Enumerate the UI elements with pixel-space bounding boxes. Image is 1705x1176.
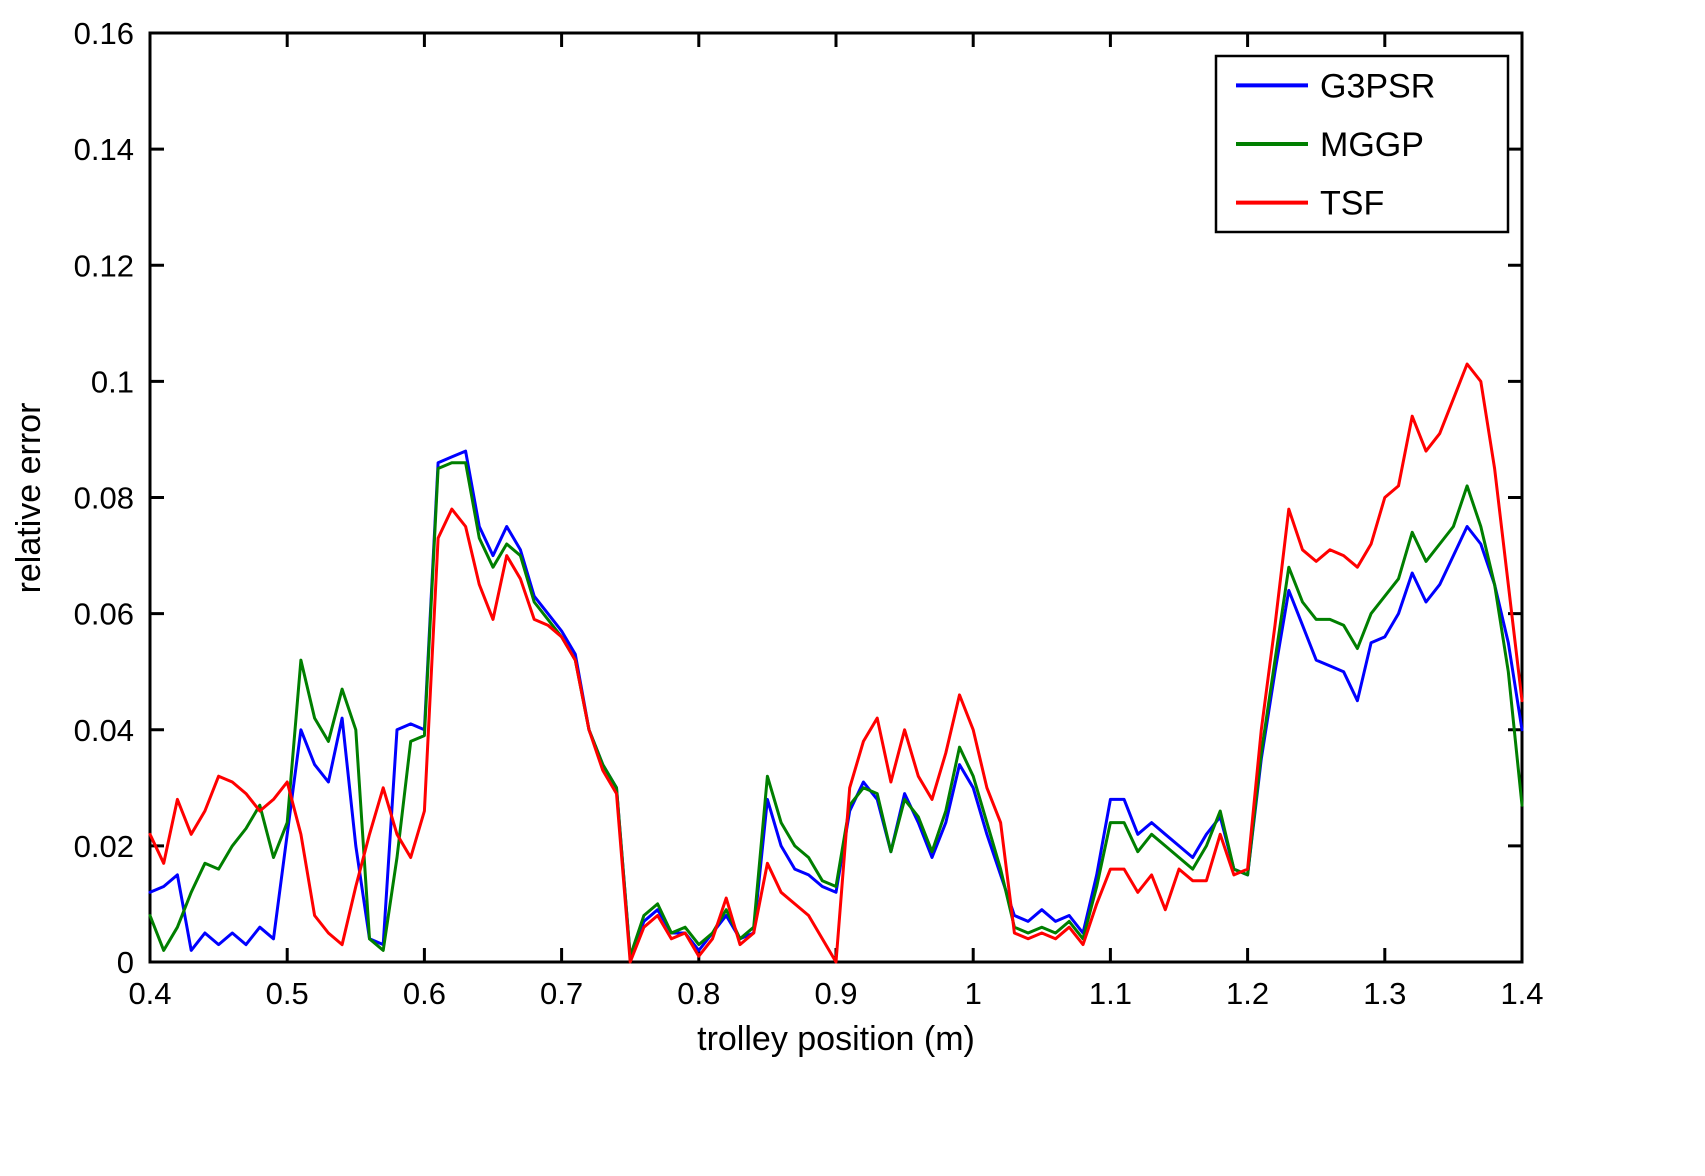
legend: G3PSR MGGP TSF bbox=[1214, 54, 1510, 234]
x-tick-label: 0.8 bbox=[677, 976, 720, 1011]
legend-label-tsf: TSF bbox=[1320, 185, 1384, 223]
x-tick-label: 1.3 bbox=[1363, 976, 1406, 1011]
x-tick-label: 0.6 bbox=[403, 976, 446, 1011]
x-axis-label: trolley position (m) bbox=[697, 1020, 975, 1058]
y-tick-label: 0 bbox=[117, 945, 134, 980]
series-line-tsf bbox=[148, 362, 1524, 964]
series-line-mggp bbox=[148, 461, 1524, 958]
y-tick-label: 0.04 bbox=[74, 713, 134, 748]
x-tick-label: 0.7 bbox=[540, 976, 583, 1011]
y-tick-label: 0.16 bbox=[74, 16, 134, 51]
x-tick-label: 1.4 bbox=[1500, 976, 1543, 1011]
series-lines bbox=[148, 362, 1524, 964]
series-line-g3psr bbox=[148, 449, 1524, 958]
y-tick-label: 0.1 bbox=[91, 364, 134, 399]
x-tick-label: 0.9 bbox=[814, 976, 857, 1011]
x-tick-label: 1.1 bbox=[1089, 976, 1132, 1011]
x-tick-label: 0.4 bbox=[128, 976, 171, 1011]
x-tick-label: 1 bbox=[965, 976, 982, 1011]
y-tick-label: 0.12 bbox=[74, 248, 134, 283]
x-tick-label: 1.2 bbox=[1226, 976, 1269, 1011]
legend-label-g3psr: G3PSR bbox=[1320, 67, 1435, 105]
y-axis-label: relative error bbox=[10, 403, 48, 594]
x-tick-label: 0.5 bbox=[266, 976, 309, 1011]
y-tick-label: 0.14 bbox=[74, 132, 134, 167]
y-tick-label: 0.02 bbox=[74, 829, 134, 864]
y-tick-label: 0.08 bbox=[74, 481, 134, 516]
y-tick-label: 0.06 bbox=[74, 597, 134, 632]
legend-label-mggp: MGGP bbox=[1320, 126, 1424, 164]
